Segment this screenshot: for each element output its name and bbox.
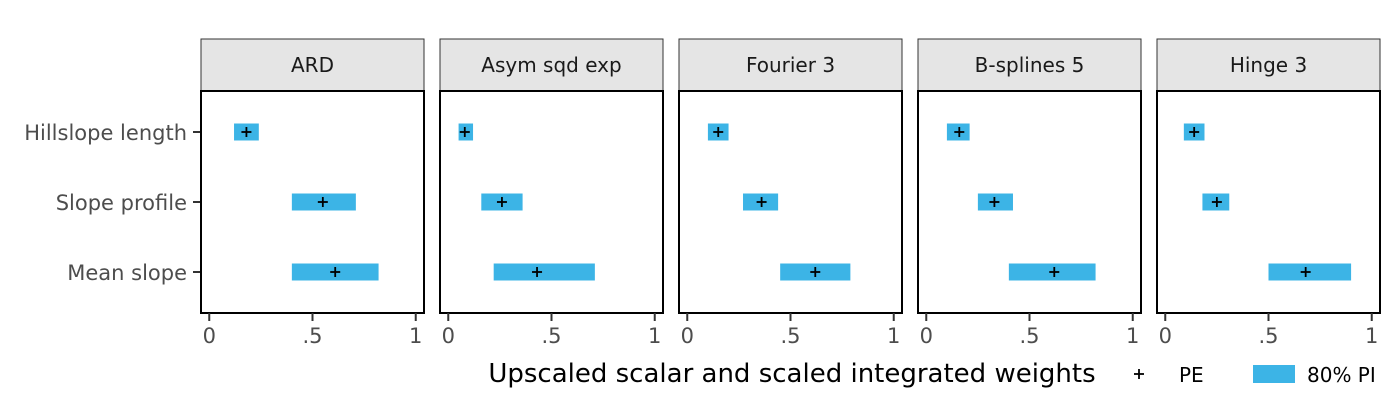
facet-title: Fourier 3 (746, 53, 835, 77)
x-tick-label: 1 (648, 324, 661, 348)
facet-panel: Hinge 3 0 .5 1 (1156, 38, 1381, 348)
y-tick-label: Slope profile (56, 191, 187, 215)
point-estimate-marker (532, 267, 543, 277)
point-estimate-marker (1300, 267, 1311, 277)
facet-panel: Fourier 3 0 .5 1 (678, 38, 903, 348)
point-estimate-marker (1049, 267, 1060, 277)
x-tick-label: 0 (1159, 324, 1172, 348)
x-tick-label: .5 (1019, 324, 1039, 348)
x-axis-label: Upscaled scalar and scaled integrated we… (488, 359, 1095, 389)
facet-panel: Asym sqd exp 0 .5 1 (439, 38, 664, 348)
facet-strip (439, 38, 664, 92)
facet-panel: ARD 0 .5 1 (200, 38, 425, 348)
x-tick-label: 0 (203, 324, 216, 348)
x-tick-label: 1 (409, 324, 422, 348)
point-estimate-marker (756, 197, 767, 207)
facet-title: Hinge 3 (1230, 53, 1307, 77)
x-tick-label: .5 (541, 324, 561, 348)
interval-bar (493, 263, 595, 281)
point-estimate-marker (713, 127, 724, 137)
point-estimate-marker (1189, 127, 1200, 137)
legend-pe-key (1134, 369, 1144, 379)
x-tick-label: .5 (1258, 324, 1278, 348)
legend-pe-label: PE (1179, 363, 1204, 387)
point-estimate-marker (459, 127, 470, 137)
point-estimate-marker (241, 127, 252, 137)
x-tick-label: 0 (442, 324, 455, 348)
facet-strip (917, 38, 1142, 92)
x-tick-label: 0 (681, 324, 694, 348)
point-estimate-marker (496, 197, 507, 207)
y-axis: Hillslope length Slope profile Mean slope (24, 121, 201, 285)
x-tick-label: .5 (780, 324, 800, 348)
legend-pi-label: 80% PI (1307, 363, 1376, 387)
x-tick-label: 1 (1126, 324, 1139, 348)
x-tick-label: .5 (302, 324, 322, 348)
facet-title: B-splines 5 (975, 53, 1085, 77)
facet-strip (200, 38, 425, 92)
point-estimate-marker (330, 267, 341, 277)
point-estimate-marker (989, 197, 1000, 207)
facet-panel: B-splines 5 0 .5 1 (917, 38, 1142, 348)
point-estimate-marker (810, 267, 821, 277)
y-tick-label: Hillslope length (24, 121, 187, 145)
point-estimate-marker (954, 127, 965, 137)
y-tick-label: Mean slope (67, 261, 187, 285)
x-tick-label: 1 (1365, 324, 1378, 348)
point-estimate-marker (317, 197, 328, 207)
facet-title: ARD (291, 53, 334, 77)
legend-pi-swatch (1253, 365, 1295, 383)
facet-title: Asym sqd exp (481, 53, 621, 77)
point-estimate-marker (1211, 197, 1222, 207)
x-tick-label: 1 (887, 324, 900, 348)
legend: PE 80% PI (1134, 363, 1376, 387)
facet-strip (1156, 38, 1381, 92)
x-tick-label: 0 (920, 324, 933, 348)
